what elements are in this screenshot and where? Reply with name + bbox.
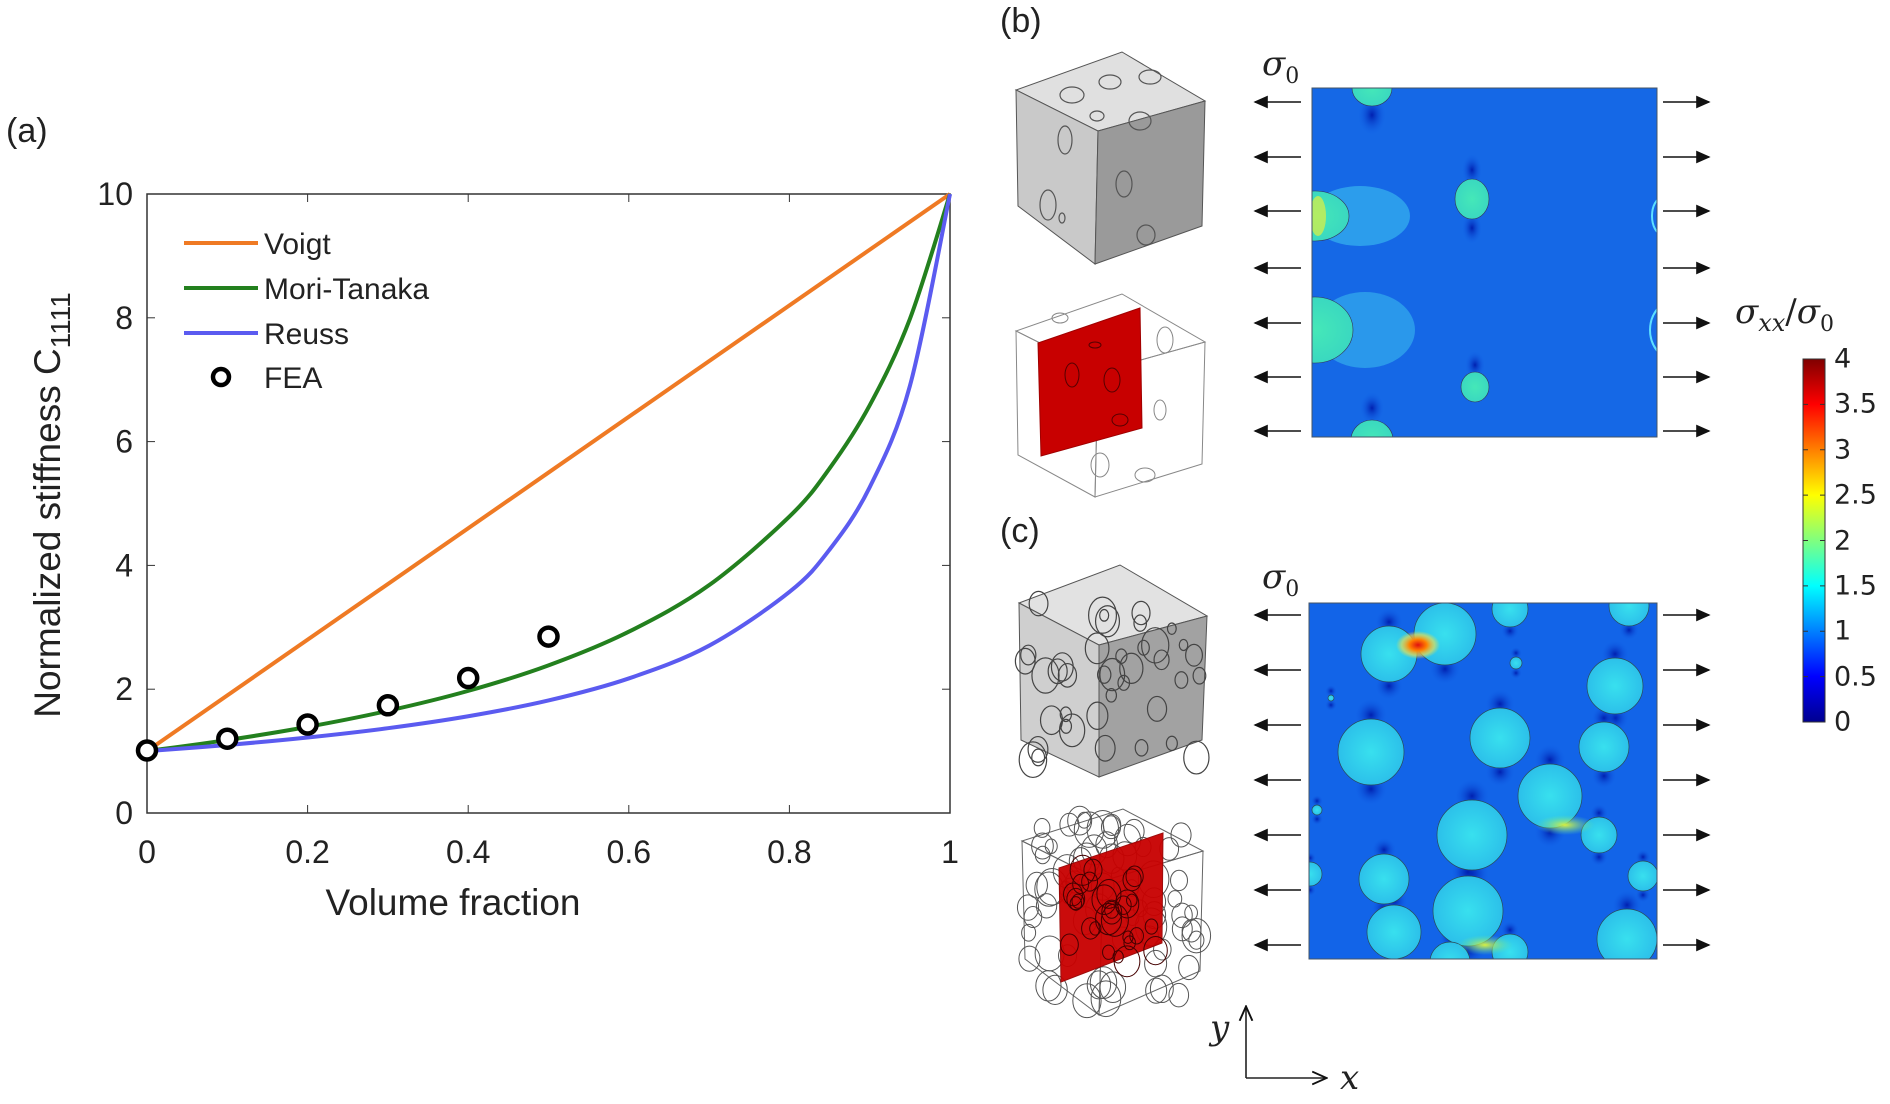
colorbar-title-symbol: σ xyxy=(1735,292,1759,332)
rve-cube-sparse-section xyxy=(1014,293,1207,498)
rve-cube-dense-section xyxy=(1016,805,1212,1019)
fea-data-point xyxy=(456,666,480,690)
inclusion xyxy=(1596,908,1657,959)
colorbar-tick-label: 1.5 xyxy=(1834,570,1877,602)
colorbar-tick-label: 4 xyxy=(1834,343,1852,375)
colorbar-title: σxx/σ0 xyxy=(1735,292,1834,337)
stress-map-sparse xyxy=(1312,88,1657,437)
y-tick-label: 8 xyxy=(115,300,133,336)
load-arrows-dense xyxy=(1253,608,1711,952)
colorbar-tick-label: 1 xyxy=(1834,615,1852,647)
colorbar-tick-label: 0 xyxy=(1834,706,1852,738)
colorbar-title-sub: xx xyxy=(1758,308,1786,337)
legend-marker xyxy=(210,366,232,388)
fea-data-point xyxy=(376,694,400,717)
inclusion xyxy=(1491,603,1529,628)
y-tick-label: 4 xyxy=(115,547,133,583)
x-axis-label: Volume fraction xyxy=(325,882,580,923)
panel-label-b: (b) xyxy=(1000,2,1042,40)
stress-map-dense xyxy=(1309,603,1657,959)
y-axis-label: Normalized stiffness C1111 xyxy=(27,292,76,718)
fea-data-point xyxy=(216,727,239,750)
plot-frame xyxy=(146,193,951,814)
x-tick-label: 0.8 xyxy=(767,834,811,870)
x-tick-label: 1 xyxy=(941,834,959,870)
inclusion xyxy=(1627,860,1657,892)
inclusion xyxy=(1608,603,1650,627)
panel-label-a: (a) xyxy=(6,112,48,150)
y-tick-label: 0 xyxy=(115,795,133,831)
y-axis-label-main: Normalized stiffness C xyxy=(27,348,68,717)
y-tick-label: 10 xyxy=(97,176,133,212)
legend-label: Voigt xyxy=(264,228,331,261)
inclusion xyxy=(1327,694,1335,702)
legend-label: FEA xyxy=(264,362,322,395)
load-label-b: σ0 xyxy=(1262,44,1299,89)
fea-data-point xyxy=(135,739,159,762)
fea-data-point xyxy=(296,713,319,736)
x-direction-label: x xyxy=(1340,1058,1360,1098)
series-line-voigt xyxy=(145,192,952,753)
inclusion xyxy=(1309,861,1323,887)
rve-cube-dense xyxy=(1014,564,1210,779)
colorbar-tick-label: 2.5 xyxy=(1834,479,1877,511)
inclusion xyxy=(1578,721,1630,773)
x-tick-label: 0.4 xyxy=(446,834,490,870)
x-tick-label: 0.6 xyxy=(607,834,651,870)
load-subscript: 0 xyxy=(1285,63,1300,89)
colorbar-title-sep: / xyxy=(1785,292,1797,332)
y-direction-label: y xyxy=(1210,1008,1230,1048)
legend-label: Reuss xyxy=(264,318,349,351)
colorbar-tick-label: 0.5 xyxy=(1834,661,1877,693)
colorbar-tick-label: 3 xyxy=(1834,434,1852,466)
y-tick-label: 6 xyxy=(115,424,133,460)
y-tick-label: 2 xyxy=(115,671,133,707)
rve-cube-sparse xyxy=(1014,51,1207,265)
y-axis-label-subscript: 1111 xyxy=(45,292,76,348)
load-symbol: σ xyxy=(1262,44,1286,84)
load-label-c: σ0 xyxy=(1262,557,1299,602)
inclusion xyxy=(1358,853,1410,905)
inclusion xyxy=(1469,707,1531,769)
inclusion xyxy=(1311,804,1323,816)
load-arrows-sparse xyxy=(1253,95,1711,438)
inclusion xyxy=(1586,657,1644,715)
inclusion xyxy=(1509,656,1523,670)
x-tick-label: 0.2 xyxy=(285,834,329,870)
inclusion xyxy=(1366,904,1422,959)
colorbar-tick-label: 2 xyxy=(1834,525,1852,556)
inclusion xyxy=(1436,799,1508,871)
panel-label-c: (c) xyxy=(1000,512,1040,550)
inclusion xyxy=(1337,718,1405,786)
colorbar-title-symbol2: σ xyxy=(1796,292,1820,332)
load-subscript: 0 xyxy=(1285,576,1300,602)
coordinate-axes-icon xyxy=(1246,1008,1325,1078)
x-tick-label: 0 xyxy=(138,834,156,870)
fea-data-point xyxy=(537,625,560,648)
colorbar-tick-label: 3.5 xyxy=(1834,388,1877,420)
series-line-reuss xyxy=(146,193,952,754)
legend-label: Mori-Tanaka xyxy=(264,273,429,306)
load-symbol: σ xyxy=(1262,557,1286,597)
colorbar-title-sub2: 0 xyxy=(1819,311,1834,337)
